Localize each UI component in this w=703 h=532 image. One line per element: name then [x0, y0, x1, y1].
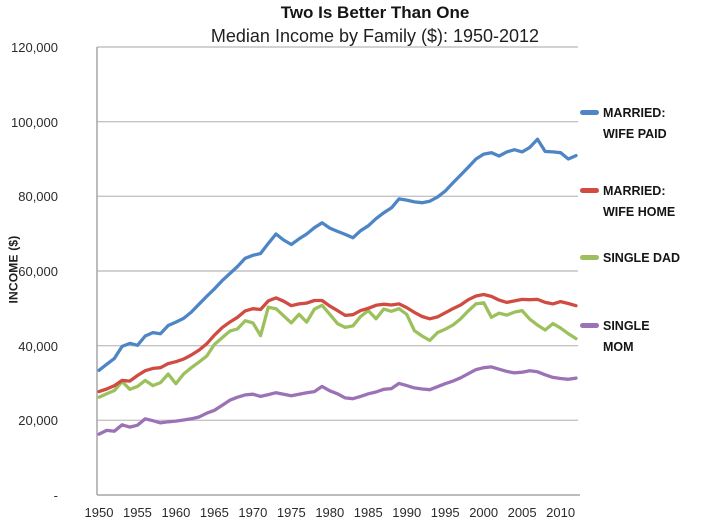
- legend-swatch-green: [580, 255, 599, 260]
- legend-item-single-mom: SINGLE MOM: [580, 316, 702, 358]
- y-tick-label: -: [53, 488, 58, 503]
- legend-label: MARRIED: WIFE PAID: [603, 106, 667, 141]
- x-tick-label: 1970: [238, 505, 268, 520]
- series-line-single-dad: [97, 301, 578, 399]
- x-tick-label: 2000: [469, 505, 499, 520]
- legend-label: MARRIED: WIFE HOME: [603, 184, 676, 219]
- x-tick-label: 1960: [161, 505, 191, 520]
- y-tick-label: 120,000: [11, 40, 58, 55]
- x-tick-label: 2010: [546, 505, 576, 520]
- chart-subtitle: Median Income by Family ($): 1950-2012: [210, 26, 540, 46]
- legend-swatch-blue: [580, 110, 599, 115]
- x-tick-label: 1985: [353, 505, 383, 520]
- x-tick-label: 1955: [122, 505, 152, 520]
- chart-title: Two Is Better Than One: [280, 3, 470, 22]
- x-tick-label: 1990: [392, 505, 422, 520]
- x-tick-label: 1965: [199, 505, 229, 520]
- x-tick-label: 2005: [507, 505, 537, 520]
- legend-swatch-purple: [580, 323, 599, 328]
- legend-item-married-wife-paid: MARRIED: WIFE PAID: [580, 103, 702, 145]
- y-tick-label: 40,000: [18, 338, 58, 354]
- legend-label: SINGLE DAD: [603, 251, 681, 265]
- x-tick-label: 1980: [315, 505, 345, 520]
- y-tick-label: 80,000: [18, 189, 58, 205]
- legend-item-married-wife-home: MARRIED: WIFE HOME: [580, 181, 702, 223]
- legend-swatch-red: [580, 188, 599, 193]
- series-line-single-mom: [97, 365, 578, 436]
- x-tick-label: 1950: [84, 505, 114, 520]
- y-tick-label: 60,000: [18, 264, 58, 279]
- series-line-married-wife-home: [97, 292, 578, 394]
- series-line-married-wife-paid: [97, 137, 578, 372]
- y-tick-label: 100,000: [11, 114, 58, 130]
- x-tick-label: 1995: [430, 505, 460, 520]
- legend-label: SINGLE MOM: [603, 319, 650, 354]
- legend-item-single-dad: SINGLE DAD: [580, 248, 702, 269]
- y-tick-label: 20,000: [18, 413, 58, 429]
- x-tick-label: 1975: [276, 505, 306, 520]
